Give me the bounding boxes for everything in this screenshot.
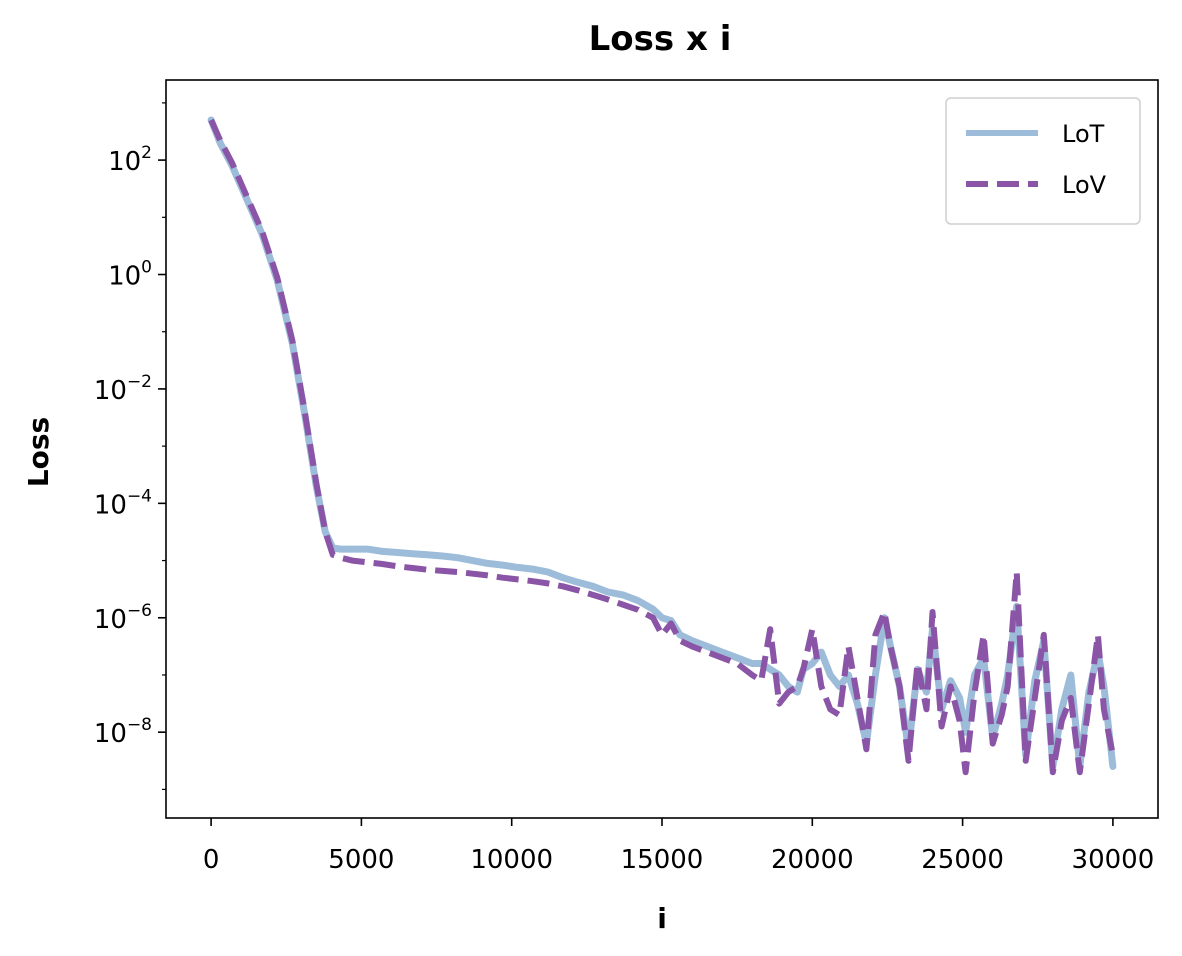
x-tick-label: 10000 xyxy=(470,845,553,875)
legend: LoT LoV xyxy=(945,97,1141,225)
legend-box xyxy=(945,97,1141,225)
x-tick-label: 25000 xyxy=(921,845,1004,875)
series-line-lov xyxy=(208,118,1116,776)
x-axis: 0 5000 10000 15000 20000 25000 30000 xyxy=(203,818,1154,875)
y-tick-label: 10−2 xyxy=(94,372,152,406)
legend-label-lov: LoV xyxy=(1062,171,1107,199)
x-tick-label: 15000 xyxy=(621,845,704,875)
x-tick-label: 20000 xyxy=(771,845,854,875)
y-tick-label: 10−6 xyxy=(94,601,152,635)
x-axis-label: i xyxy=(657,902,667,935)
chart-title: Loss x i xyxy=(589,19,732,59)
y-tick-label: 100 xyxy=(108,258,152,292)
y-tick-label: 102 xyxy=(108,143,152,177)
x-tick-label: 30000 xyxy=(1072,845,1155,875)
x-tick-label: 5000 xyxy=(328,845,394,875)
y-tick-label: 10−8 xyxy=(94,715,152,749)
legend-label-lot: LoT xyxy=(1062,120,1105,148)
y-axis-label: Loss xyxy=(22,417,55,487)
series-layer xyxy=(207,116,1117,776)
y-tick-label: 10−4 xyxy=(94,486,152,520)
x-tick-label: 0 xyxy=(203,845,220,875)
y-axis: 102 100 10−2 10−4 10−6 10−8 xyxy=(94,102,166,790)
